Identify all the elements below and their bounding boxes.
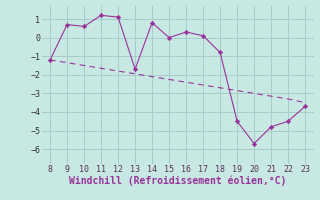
X-axis label: Windchill (Refroidissement éolien,°C): Windchill (Refroidissement éolien,°C) <box>69 176 286 186</box>
